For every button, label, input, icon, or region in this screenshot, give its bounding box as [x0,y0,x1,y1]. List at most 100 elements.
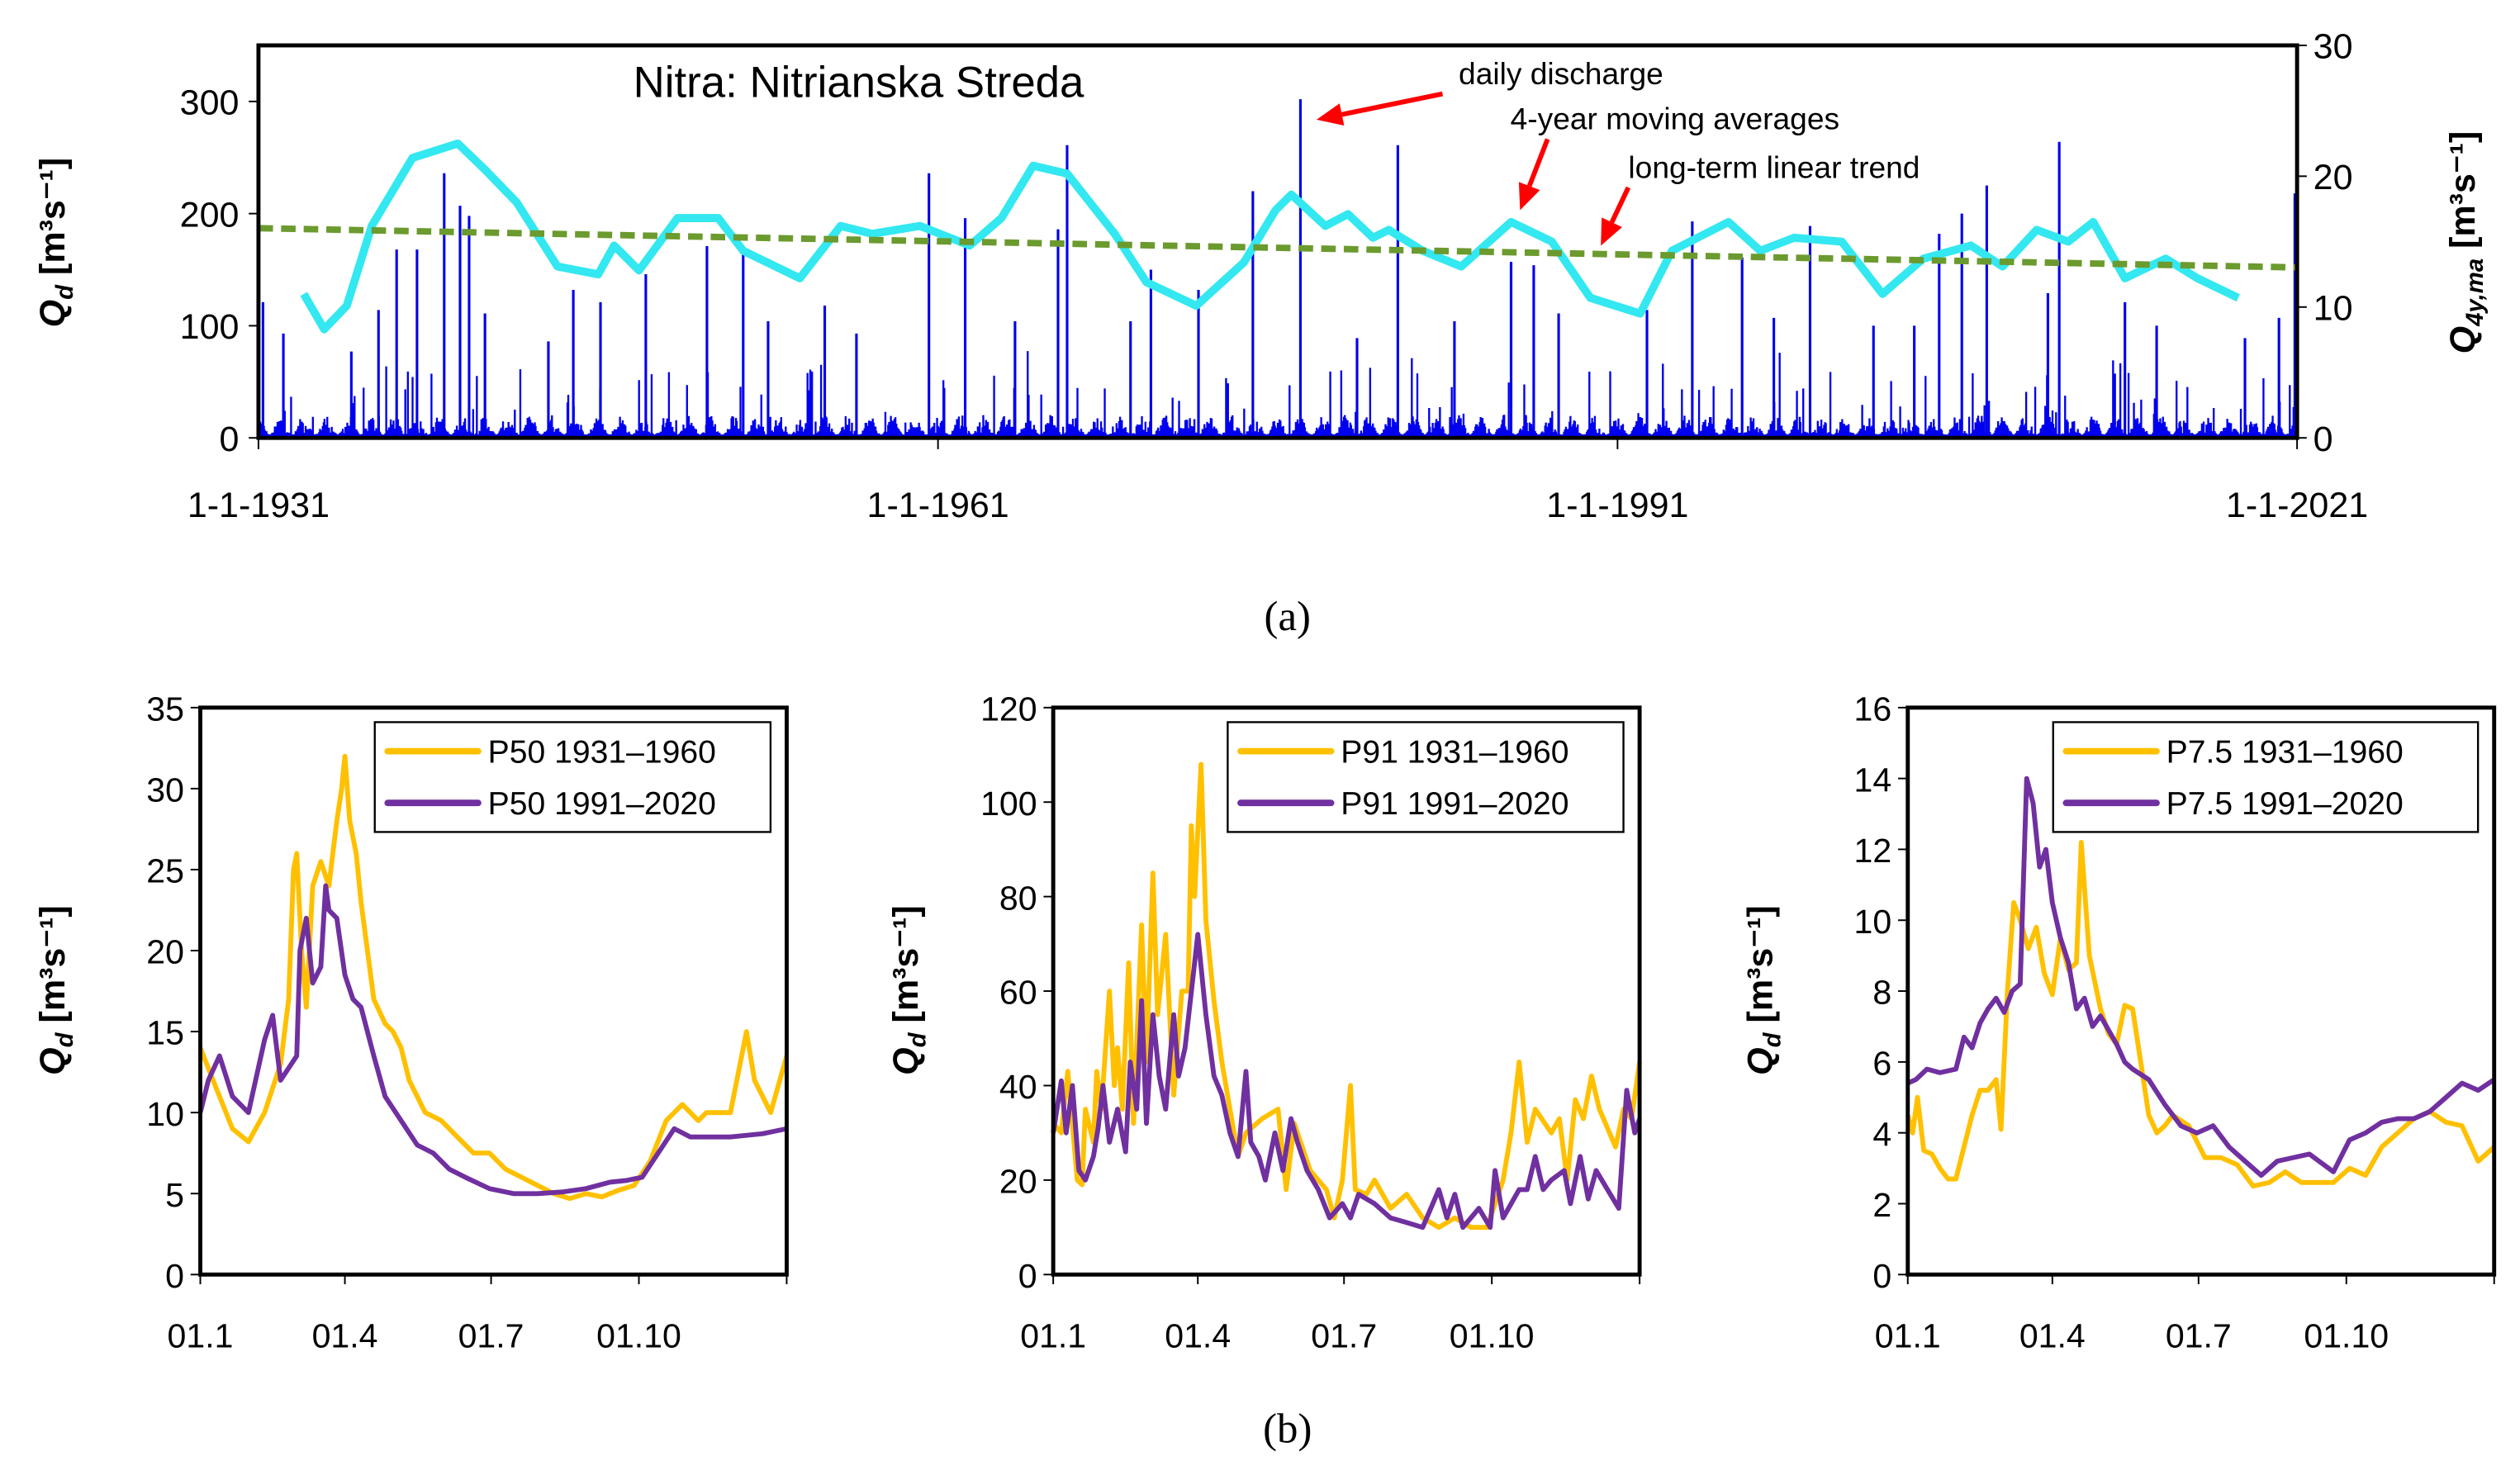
chart-a-left-axis-label: Qd [m³s⁻¹] [33,158,78,328]
y-axis-label-symbol: Q [886,1047,926,1074]
red-arrow [1609,186,1631,224]
y-axis-label-subscript: d [1758,1032,1786,1047]
legend-box [373,721,772,833]
legend-label: P7.5 1991–2020 [2166,786,2404,822]
legend: P91 1931–1960 P91 1991–2020 [1227,721,1625,833]
x-tick-label: 1-1-1991 [1546,486,1688,525]
x-tick-label: 01.1 [1875,1316,1941,1354]
x-tick-label: 01.4 [1165,1316,1231,1354]
moving-average-line [300,139,2240,334]
x-tick-label: 1-1-1931 [187,486,330,525]
y-tick-label: 0 [1872,1257,1891,1295]
x-tick-label: 1-1-2021 [2226,486,2368,525]
y-tick-label: 5 [165,1176,184,1214]
series-1991-2020-line [1906,775,2496,1179]
y-axis-label-subscript: d [904,1032,932,1047]
legend: P50 1931–1960 P50 1991–2020 [373,721,772,833]
y-tick-label: 10 [146,1095,184,1133]
y-tick-label: 20 [999,1163,1037,1201]
y-axis-label-subscript: d [51,1032,78,1047]
y-tick-label: 60 [999,974,1037,1012]
linear-trend-line [258,225,2298,271]
chart-a-frame [256,43,2299,440]
series-1931-1960-line [1051,761,1643,1231]
y-tick-label: 0 [165,1257,184,1295]
red-arrowhead [1518,182,1540,211]
y-tick-label: 30 [146,771,184,809]
y-tick-label: 14 [1854,761,1892,799]
x-tick-label: 01.10 [2304,1316,2389,1354]
x-tick-label: 01.10 [596,1316,681,1354]
y-tick-label: 120 [980,690,1037,728]
red-arrowhead [1316,103,1345,126]
series-1931-1960-line [197,753,790,1202]
right-y-tick-label: 30 [2314,27,2353,67]
caption-a: (a) [1265,593,1311,639]
x-tick-label: 01.4 [312,1316,378,1354]
right-y-tick-label: 20 [2314,158,2353,197]
y-tick-label: 2 [1872,1186,1891,1224]
x-tick-label: 01.10 [1450,1316,1535,1354]
annotation-arrows [1316,91,1631,246]
red-arrow [1341,91,1444,117]
right-y-tick-label: 0 [2314,420,2333,459]
chart-b-panel-2: 0 20 40 60 80 100 120 01.1 01.4 01.7 01.10 Qd [m³s⁻… [886,690,1643,1354]
chart-a-axes: 0 100 200 300 0 10 20 30 1-1-1931 1-1-1961 1-1-199… [180,27,2369,525]
left-y-tick-label: 100 [180,307,240,347]
y-tick-label: 35 [146,690,184,728]
red-arrowhead [1601,217,1622,246]
y-axis-label: Qd [m³s⁻¹] [1740,905,1786,1075]
y-tick-label: 15 [146,1014,184,1052]
panel-frame [198,705,789,1277]
daily-discharge-series [257,351,2299,439]
y-axis-label-unit: [m³s⁻¹] [886,905,926,1032]
annotation-linear-trend: long-term linear trend [1628,149,1920,184]
y-tick-label: 4 [1872,1115,1891,1153]
x-tick-label: 01.4 [2019,1316,2086,1354]
caption-b: (b) [1263,1406,1312,1452]
legend-label: P7.5 1931–1960 [2166,734,2404,770]
y-axis-label: Qd [m³s⁻¹] [886,905,932,1075]
y-tick-label: 25 [146,852,184,890]
y-tick-label: 100 [980,785,1037,823]
chart-a-marks [257,99,2299,439]
x-tick-label: 01.7 [458,1316,524,1354]
legend-box [1227,721,1625,833]
series-1991-2020-line [1051,932,1642,1231]
y-tick-label: 12 [1854,832,1892,870]
y-axis-label-symbol: Q [33,1047,73,1074]
legend-label: P50 1991–2020 [488,786,716,822]
x-tick-label: 01.1 [1020,1316,1086,1354]
red-arrow [1526,138,1550,187]
y-axis-label: Qd [m³s⁻¹] [33,905,78,1075]
legend: P7.5 1931–1960 P7.5 1991–2020 [2052,721,2480,833]
y-axis-label-unit: [m³s⁻¹] [33,905,73,1032]
y-tick-label: 0 [1018,1257,1037,1295]
chart-b-panel-3: 0 2 4 6 8 10 12 14 16 01.1 01.4 01.7 01.10 Qd [m³s⁻¹]… [1740,690,2497,1354]
chart-a-title: Nitra: Nitrianska Streda [634,59,1084,107]
left-y-tick-label: 200 [180,195,240,235]
left-y-tick-label: 300 [180,83,240,122]
series-1991-2020-line [197,883,788,1197]
left-y-tick-label: 0 [220,420,240,459]
y-tick-label: 80 [999,879,1037,917]
chart-a: Nitra: Nitrianska Streda daily discharge… [33,27,2489,525]
x-tick-label: 01.7 [2166,1316,2232,1354]
x-tick-label: 01.1 [168,1316,234,1354]
x-tick-label: 1-1-1961 [867,486,1009,525]
legend-label: P91 1931–1960 [1341,734,1568,770]
x-tick-label: 01.7 [1311,1316,1377,1354]
legend-box [2052,721,2480,833]
annotation-moving-average: 4-year moving averages [1511,102,1839,136]
chart-a-right-axis-label: Q4y,ma [m³s⁻¹] [2443,131,2489,354]
y-tick-label: 16 [1854,690,1892,728]
series-1931-1960-line [1905,839,2496,1189]
y-axis-label-unit: [m³s⁻¹] [1740,905,1780,1032]
right-y-tick-label: 10 [2314,288,2353,328]
y-tick-label: 10 [1854,903,1892,941]
y-tick-label: 6 [1872,1045,1891,1083]
y-tick-label: 8 [1872,974,1891,1012]
legend-label: P91 1991–2020 [1341,786,1568,822]
legend-label: P50 1931–1960 [488,734,716,770]
